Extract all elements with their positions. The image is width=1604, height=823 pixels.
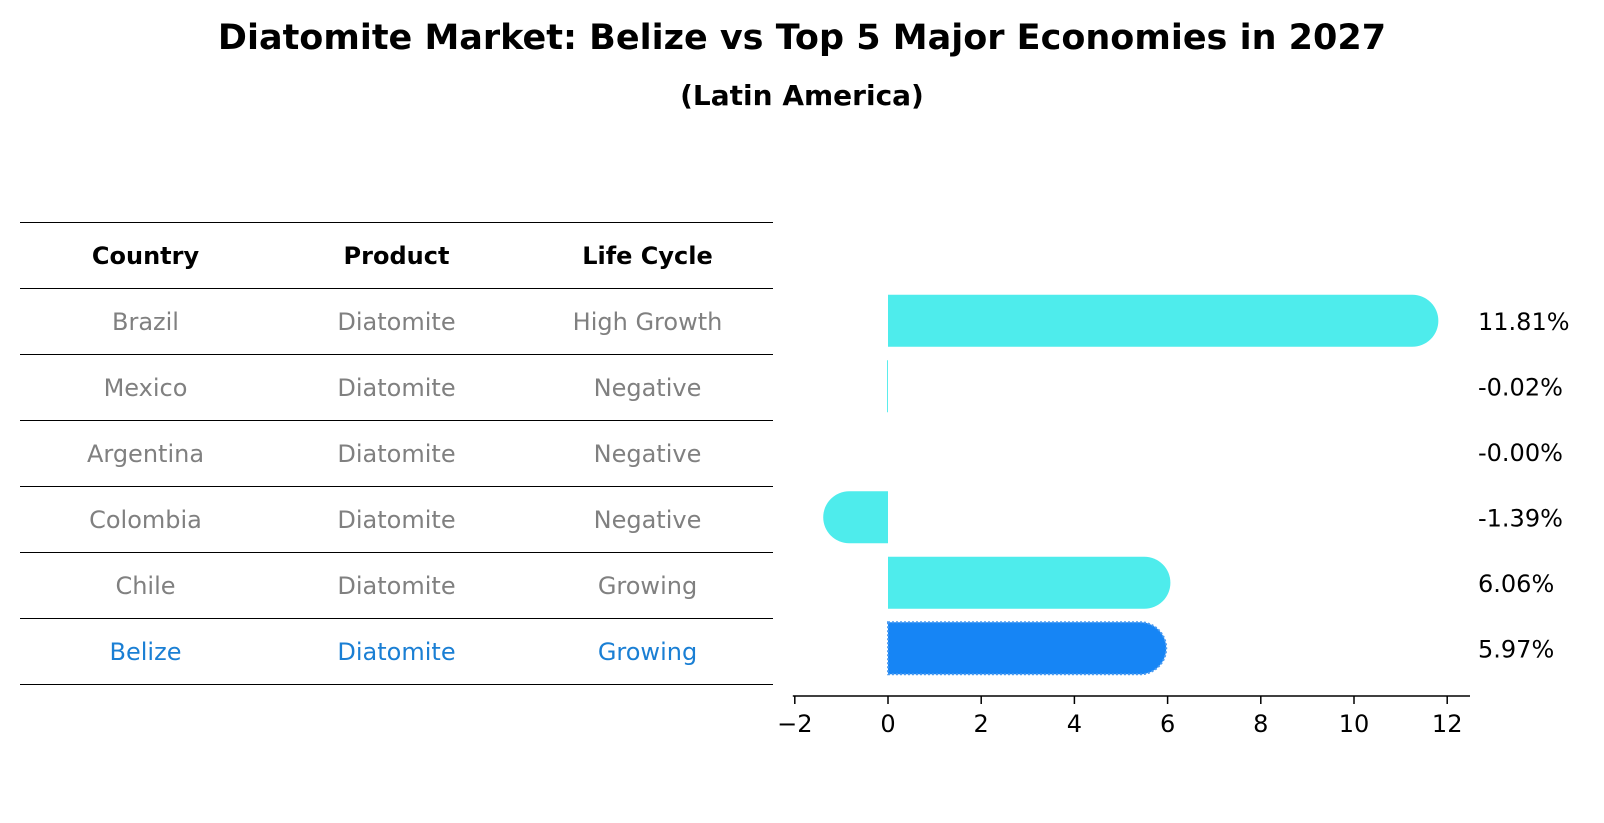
header-life-cycle: Life Cycle: [522, 222, 773, 289]
x-tick-label: 12: [1432, 710, 1463, 738]
value-label: -0.02%: [1478, 373, 1563, 401]
cell-country: Belize: [20, 618, 271, 685]
cell-country: Colombia: [20, 486, 271, 553]
cell-product: Diatomite: [271, 354, 522, 421]
table-row: Colombia Diatomite Negative: [20, 486, 773, 553]
table-row: Brazil Diatomite High Growth: [20, 288, 773, 355]
table-row-highlighted: Belize Diatomite Growing: [20, 618, 773, 685]
cell-country: Chile: [20, 552, 271, 619]
value-label: 11.81%: [1478, 308, 1570, 336]
value-label: -1.39%: [1478, 504, 1563, 532]
cell-country: Mexico: [20, 354, 271, 421]
cell-life-cycle: Negative: [522, 354, 773, 421]
table-row: Argentina Diatomite Negative: [20, 420, 773, 487]
x-tick-label: 10: [1339, 710, 1370, 738]
cell-product: Diatomite: [271, 552, 522, 619]
cell-life-cycle: Growing: [522, 552, 773, 619]
x-tick-label: 2: [974, 710, 989, 738]
bar: [823, 491, 888, 544]
table-header-row: Country Product Life Cycle: [20, 222, 773, 289]
x-tick-label: −2: [777, 710, 812, 738]
table-row: Chile Diatomite Growing: [20, 552, 773, 619]
value-label: -0.00%: [1478, 439, 1563, 467]
cell-country: Brazil: [20, 288, 271, 355]
bar: [888, 556, 1171, 609]
x-tick-label: 4: [1067, 710, 1082, 738]
cell-product: Diatomite: [271, 420, 522, 487]
x-tick-label: 0: [880, 710, 895, 738]
bar: [887, 360, 888, 413]
data-table: Country Product Life Cycle Brazil Diatom…: [20, 222, 773, 685]
cell-life-cycle: Growing: [522, 618, 773, 685]
x-tick-label: 6: [1160, 710, 1175, 738]
value-label: 5.97%: [1478, 635, 1554, 663]
value-label: 6.06%: [1478, 570, 1554, 598]
cell-life-cycle: High Growth: [522, 288, 773, 355]
cell-product: Diatomite: [271, 288, 522, 355]
cell-product: Diatomite: [271, 618, 522, 685]
cell-country: Argentina: [20, 420, 271, 487]
cell-life-cycle: Negative: [522, 486, 773, 553]
cell-product: Diatomite: [271, 486, 522, 553]
header-country: Country: [20, 222, 271, 289]
chart-subtitle: (Latin America): [680, 79, 924, 112]
bar: [888, 294, 1439, 347]
header-product: Product: [271, 222, 522, 289]
bar-highlighted: [887, 621, 1168, 676]
chart-title: Diatomite Market: Belize vs Top 5 Major …: [217, 18, 1387, 58]
x-tick-label: 8: [1253, 710, 1268, 738]
cell-life-cycle: Negative: [522, 420, 773, 487]
table-row: Mexico Diatomite Negative: [20, 354, 773, 421]
